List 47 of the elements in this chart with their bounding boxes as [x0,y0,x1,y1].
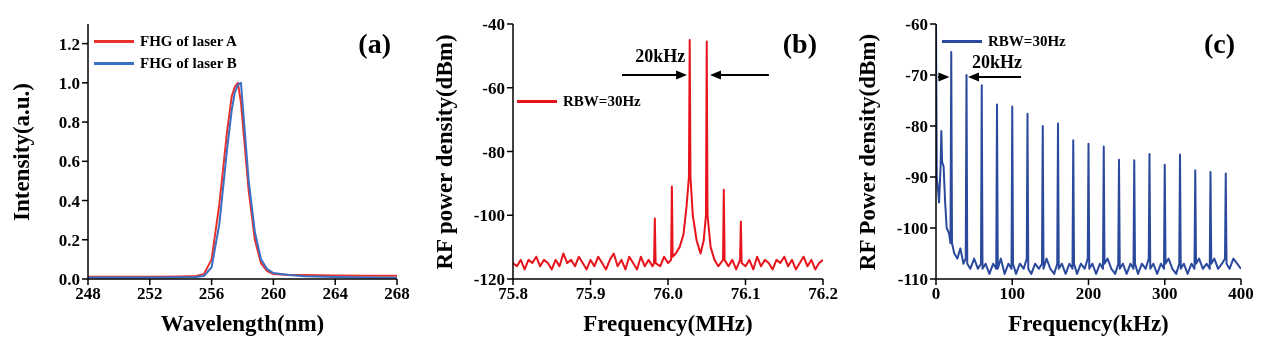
y-tick-label: 1.2 [58,34,80,54]
y-axis-title: Intensity(a.u.) [9,82,35,221]
y-tick-label: -60 [482,78,505,98]
x-tick-label: 256 [198,284,225,304]
y-axis-title: RF Power density(dBm) [855,33,881,270]
y-tick-label: -110 [897,270,928,290]
y-tick-label: -100 [896,219,928,239]
annotation: 20kHz [635,45,686,67]
x-tick-label: 264 [322,284,349,304]
y-tick-label: 0.8 [58,113,80,133]
y-tick-label: 0.2 [58,230,80,250]
x-tick-label: 0 [931,284,941,304]
annotation: (b) [782,28,817,60]
y-axis-title: RF power density(dBm) [432,33,458,270]
y-tick-label: -60 [905,15,928,35]
x-tick-label: 75.9 [575,284,606,304]
y-tick-label: -90 [905,168,928,188]
x-tick-label: 300 [1152,284,1178,304]
y-tick-label: 0.6 [58,152,80,172]
x-tick-label: 76.0 [653,284,683,304]
x-tick-label: 268 [384,284,410,304]
y-tick-label: 1.0 [58,73,80,93]
y-tick-label: -100 [473,206,505,226]
legend-label: FHG of laser B [140,54,237,72]
y-tick-label: -70 [905,66,928,86]
x-axis-title: Wavelength(nm) [160,311,325,337]
x-tick-label: 260 [260,284,287,304]
x-tick-label: 200 [1075,284,1102,304]
legend-label: FHG of laser A [140,32,237,50]
x-tick-label: 75.8 [498,284,528,304]
legend-label: RBW=30Hz [563,92,641,110]
x-tick-label: 100 [999,284,1025,304]
y-tick-label: 0.4 [58,191,81,211]
annotation: (a) [358,28,391,60]
x-tick-label: 76.2 [808,284,838,304]
y-tick-label: -40 [482,15,505,35]
y-tick-label: -80 [905,117,928,137]
annotation: (c) [1203,28,1235,60]
x-tick-label: 252 [137,284,163,304]
x-axis-title: Frequency(MHz) [583,311,753,337]
legend-label: RBW=30Hz [988,32,1066,50]
x-axis-title: Frequency(kHz) [1008,311,1169,337]
x-tick-label: 248 [75,284,101,304]
x-tick-label: 76.1 [730,284,761,304]
annotation: 20kHz [971,51,1023,73]
y-tick-label: -80 [482,142,505,162]
x-tick-label: 400 [1228,284,1254,304]
